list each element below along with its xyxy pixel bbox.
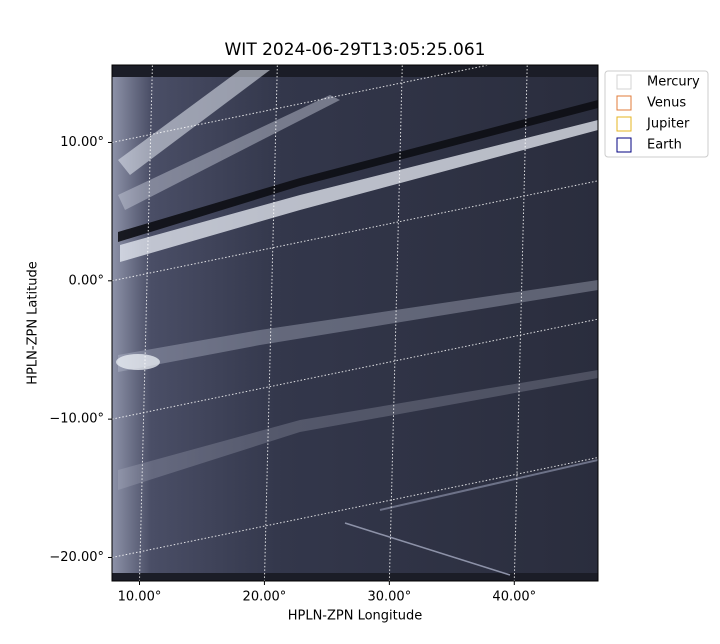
legend-label: Earth bbox=[647, 138, 682, 153]
legend-swatch bbox=[616, 116, 632, 132]
grid-line bbox=[513, 61, 528, 582]
legend-label: Jupiter bbox=[646, 117, 690, 132]
legend-label: Venus bbox=[647, 96, 686, 111]
legend bbox=[604, 70, 709, 158]
y-tick-label: 0.00° bbox=[69, 273, 104, 288]
legend-swatch bbox=[616, 137, 632, 153]
grid bbox=[111, 41, 599, 582]
x-tick-label: 40.00° bbox=[492, 590, 536, 605]
grid-line bbox=[111, 456, 599, 558]
grid-line bbox=[263, 61, 278, 582]
grid-line bbox=[111, 180, 599, 282]
chart-title: WIT 2024-06-29T13:05:25.061 bbox=[225, 40, 486, 60]
y-tick-label: −20.00° bbox=[49, 550, 104, 565]
x-axis-label: HPLN-ZPN Longitude bbox=[288, 609, 423, 624]
y-tick-label: 10.00° bbox=[60, 135, 104, 150]
x-tick-label: 20.00° bbox=[243, 590, 287, 605]
solar-image bbox=[112, 65, 598, 581]
grid-line bbox=[388, 61, 403, 582]
legend-label: Mercury bbox=[647, 75, 700, 90]
grid-line bbox=[111, 41, 599, 143]
x-tick-label: 10.00° bbox=[118, 590, 162, 605]
grid-line bbox=[138, 61, 153, 582]
grid-line bbox=[111, 318, 599, 420]
legend-swatch bbox=[616, 74, 632, 90]
legend-swatch bbox=[616, 95, 632, 111]
plot-frame bbox=[111, 64, 599, 582]
y-axis-label: HPLN-ZPN Latitude bbox=[26, 261, 41, 384]
y-tick-label: −10.00° bbox=[49, 412, 104, 427]
x-tick-label: 30.00° bbox=[367, 590, 411, 605]
